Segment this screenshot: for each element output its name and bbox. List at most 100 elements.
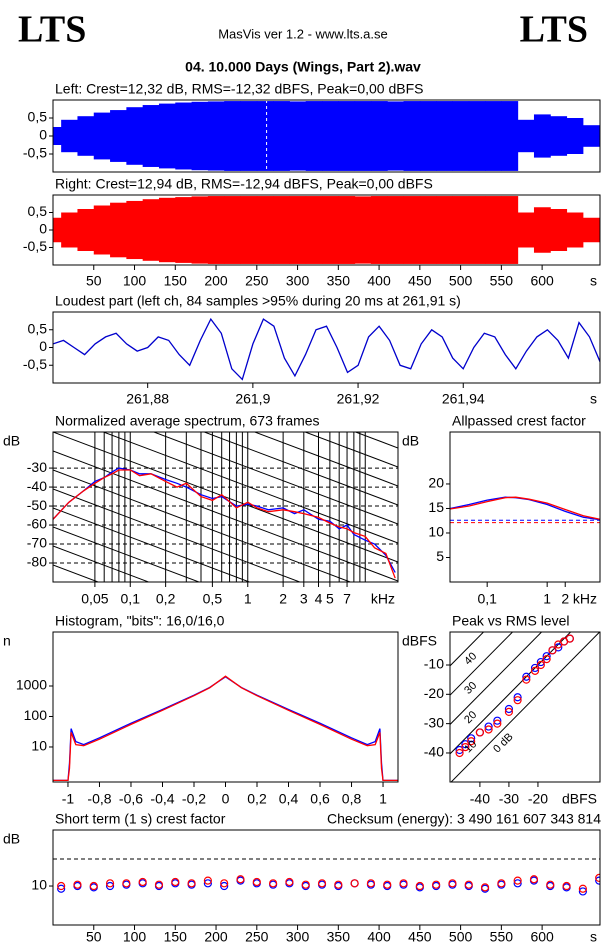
plot-area xyxy=(53,432,398,809)
reference-slope xyxy=(53,679,398,809)
crest-line xyxy=(450,632,600,782)
data-point xyxy=(350,879,359,888)
waveform-envelope xyxy=(224,101,241,171)
x-tick-label: 1 xyxy=(379,791,387,807)
data-point xyxy=(105,879,115,888)
x-tick-label: 0,2 xyxy=(247,791,267,807)
data-point xyxy=(317,879,327,888)
reference-slope xyxy=(53,622,398,752)
plot-area xyxy=(450,632,600,782)
waveform-envelope xyxy=(419,196,437,264)
y-axis-label: dB xyxy=(3,831,20,847)
data-point xyxy=(484,725,493,734)
data-point xyxy=(461,743,470,752)
crest-line-label: 30 xyxy=(462,680,479,697)
x-tick-label: 200 xyxy=(204,273,228,289)
data-point xyxy=(522,675,531,684)
x-tick-label: 261,92 xyxy=(337,391,380,407)
waveform-envelope xyxy=(142,199,160,261)
x-tick-label: 2 xyxy=(561,591,569,607)
waveform-envelope xyxy=(158,103,176,169)
waveform-envelope xyxy=(110,202,127,258)
reference-slope xyxy=(303,432,398,468)
x-tick-label: 550 xyxy=(490,929,514,945)
plot-frame xyxy=(449,431,601,583)
reference-slope xyxy=(53,450,398,582)
panel: Right: Crest=12,94 dB, RMS=-12,94 dBFS, … xyxy=(23,176,601,289)
x-tick-label: -40 xyxy=(470,791,490,807)
data-point xyxy=(595,876,600,885)
x-tick-label: 5 xyxy=(326,591,334,607)
waveform-envelope xyxy=(207,101,225,171)
data-point xyxy=(383,880,392,889)
data-line xyxy=(450,496,600,520)
x-tick-label: 150 xyxy=(164,273,188,289)
data-point xyxy=(285,877,294,887)
file-title: 04. 10.000 Days (Wings, Part 2).wav xyxy=(185,59,421,75)
x-tick-label: 0,4 xyxy=(279,791,299,807)
x-tick-label: 0,05 xyxy=(81,591,108,607)
x-tick-label: 0,1 xyxy=(477,591,497,607)
plot-area xyxy=(53,317,600,381)
waveform-envelope xyxy=(93,205,111,255)
data-point xyxy=(57,884,66,893)
waveform-envelope xyxy=(191,101,209,171)
waveform-envelope xyxy=(354,101,372,171)
reference-slope xyxy=(53,488,302,582)
plot-area xyxy=(450,496,600,524)
data-point xyxy=(484,722,493,731)
x-tick-label: 500 xyxy=(449,273,473,289)
reference-slope xyxy=(53,432,398,563)
waveform-envelope xyxy=(338,196,356,264)
data-point xyxy=(220,879,229,888)
waveform-envelope xyxy=(566,118,584,154)
y-tick-label: 0 xyxy=(39,338,47,354)
panel-title: Peak vs RMS level xyxy=(452,613,569,629)
x-unit: s xyxy=(590,929,597,945)
data-point xyxy=(513,696,522,705)
data-point xyxy=(467,737,476,746)
waveform-envelope xyxy=(485,196,502,264)
waveform-envelope xyxy=(468,101,486,171)
waveform-envelope xyxy=(126,107,144,165)
x-tick-label: 50 xyxy=(86,273,102,289)
waveform-envelope xyxy=(387,101,405,171)
data-point xyxy=(542,652,551,661)
waveform-envelope xyxy=(305,196,323,264)
waveform-envelope xyxy=(533,114,551,158)
data-point xyxy=(536,660,545,670)
waveform-envelope xyxy=(322,196,339,264)
waveform-envelope xyxy=(566,212,584,248)
x-unit: kHz xyxy=(371,591,395,607)
reference-slope xyxy=(152,432,398,525)
data-point xyxy=(562,881,571,891)
data-point xyxy=(89,881,98,891)
data-line xyxy=(53,676,398,782)
waveform-envelope xyxy=(387,196,405,264)
waveform-envelope xyxy=(256,101,274,171)
data-point xyxy=(513,693,522,702)
x-tick-label: 2 xyxy=(279,591,287,607)
reference-slope xyxy=(53,641,398,771)
x-tick-label: 0,1 xyxy=(121,591,141,607)
data-line xyxy=(450,496,600,521)
data-point xyxy=(138,877,147,887)
crest-line xyxy=(450,632,485,667)
y-tick-label: -40 xyxy=(27,478,47,494)
waveform-envelope xyxy=(93,112,111,160)
x-tick-label: 600 xyxy=(530,929,554,945)
data-point xyxy=(432,880,441,889)
data-point xyxy=(334,880,343,889)
x-tick-label: 3 xyxy=(300,591,308,607)
x-tick-label: 350 xyxy=(327,273,351,289)
x-tick-label: 450 xyxy=(408,929,432,945)
panel-title: Right: Crest=12,94 dB, RMS=-12,94 dBFS, … xyxy=(55,176,433,192)
x-tick-label: 450 xyxy=(408,273,432,289)
y-tick-label: -60 xyxy=(27,516,47,532)
waveform-envelope xyxy=(77,209,95,251)
x-tick-label: -20 xyxy=(528,791,548,807)
waveform-envelope xyxy=(142,105,160,167)
waveform-envelope xyxy=(403,101,421,171)
x-tick-label: 100 xyxy=(123,929,147,945)
waveform-envelope xyxy=(550,209,568,251)
